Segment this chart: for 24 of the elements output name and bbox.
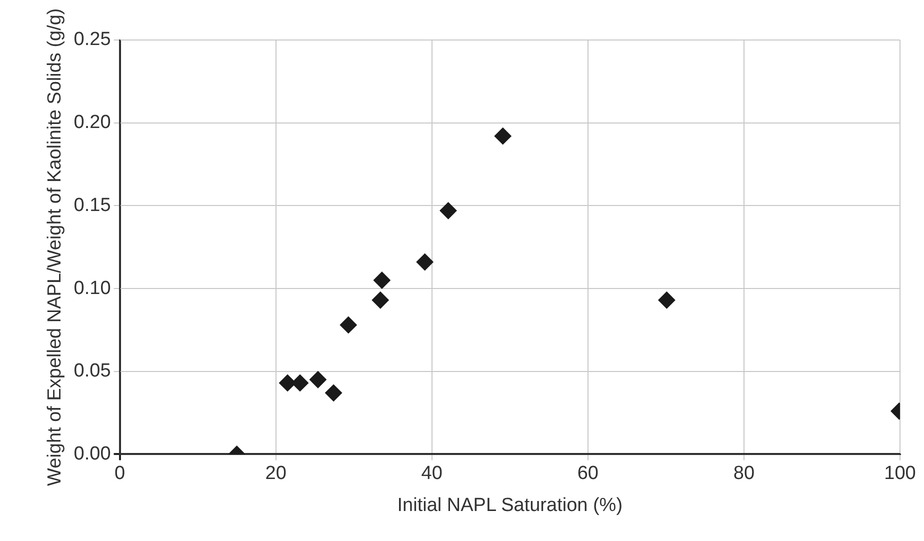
y-axis-title: Weight of Expelled NAPL/Weight of Kaolinite Solids (g/g) bbox=[44, 8, 66, 486]
point bbox=[494, 128, 512, 145]
point bbox=[292, 374, 309, 392]
point bbox=[440, 202, 457, 220]
point bbox=[340, 316, 357, 334]
y-tick-label: 0.05 bbox=[74, 360, 111, 382]
x-tick-label: 0 bbox=[114, 462, 126, 484]
point bbox=[658, 292, 676, 309]
x-tick-label: 80 bbox=[733, 462, 755, 484]
point bbox=[416, 254, 434, 271]
x-axis-title: Initial NAPL Saturation (%) bbox=[397, 494, 623, 516]
x-tick-label: 100 bbox=[884, 462, 916, 484]
x-tick-label: 20 bbox=[265, 462, 286, 484]
y-tick-label: 0.10 bbox=[74, 278, 111, 299]
y-tick-label: 0.15 bbox=[74, 194, 111, 216]
point bbox=[309, 371, 326, 388]
x-tick-label: 40 bbox=[421, 462, 442, 484]
point bbox=[373, 272, 390, 289]
y-tick-label: 0.20 bbox=[74, 112, 111, 134]
point bbox=[372, 292, 389, 309]
y-tick-label: 0.00 bbox=[74, 443, 111, 464]
x-tick-label: 60 bbox=[577, 462, 598, 484]
y-tick-label: 0.25 bbox=[74, 29, 111, 50]
point bbox=[325, 384, 342, 402]
